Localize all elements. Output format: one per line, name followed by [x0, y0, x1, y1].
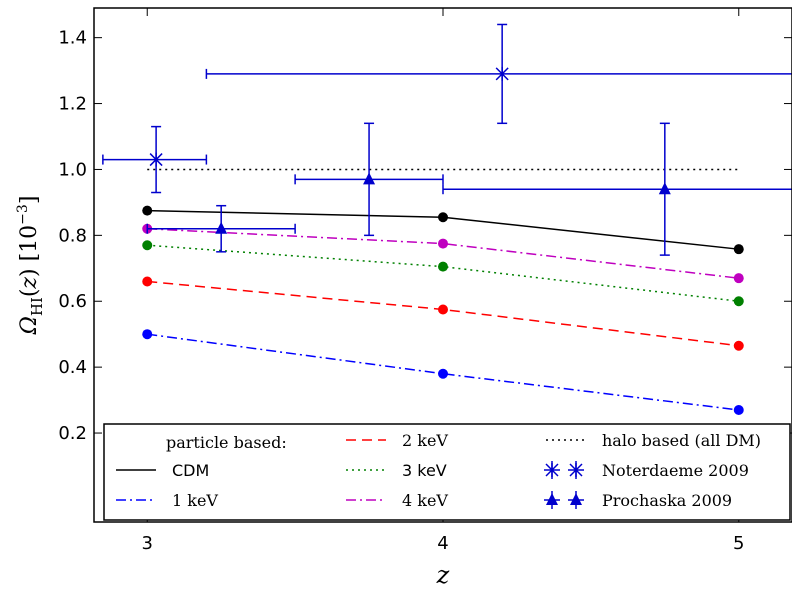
legend-box — [103, 423, 791, 521]
legend-prochaska-2009-label: Prochaska 2009 — [602, 491, 732, 510]
prochaska-2009-point-1-marker — [215, 221, 228, 234]
prochaska-2009-point-3-marker — [658, 182, 671, 195]
y-tick-label-1: 1.0 — [58, 159, 87, 180]
series-4-kev-point-2 — [438, 238, 448, 249]
series-2-kev-point-1 — [142, 276, 153, 287]
series-1-kev-point-1 — [142, 329, 153, 340]
legend-halo-based-all-dm--label: halo based (all DM) — [602, 431, 761, 450]
series-2-kev-point-2 — [438, 304, 448, 315]
series-4-kev-point-3 — [733, 273, 744, 284]
legend-cdm-label: CDM — [172, 461, 209, 480]
x-tick-label-3: 3 — [142, 533, 153, 554]
legend: particle based: CDM 1 keV 2 keV 3 keV 4 keV h… — [103, 423, 791, 521]
series-1-kev-point-3 — [733, 404, 744, 415]
series-2-kev-point-3 — [733, 340, 744, 351]
x-tick-label-5: 5 — [733, 533, 744, 554]
y-tick-label-0.6: 0.6 — [58, 291, 87, 312]
series-cdm-point-2 — [438, 212, 448, 223]
series-3-kev-line — [147, 244, 739, 302]
legend-entries: CDM 1 keV 2 keV 3 keV 4 keV halo based (all D… — [116, 431, 761, 510]
y-axis-label: ΩHI(z) [10−3] — [15, 196, 46, 336]
x-axis-label: z — [436, 561, 450, 589]
legend-2-kev-label: 2 keV — [402, 431, 448, 450]
legend-noterdaeme-2009-label: Noterdaeme 2009 — [602, 461, 749, 480]
legend-3-kev-label: 3 keV — [402, 461, 447, 480]
legend-header: particle based: — [166, 433, 287, 452]
y-tick-label-0.4: 0.4 — [58, 357, 87, 378]
series-3-kev-point-2 — [438, 261, 448, 272]
y-tick-label-0.2: 0.2 — [58, 423, 87, 444]
y-tick-label-1.4: 1.4 — [58, 28, 87, 49]
legend-prochaska-2009-marker-2 — [570, 493, 582, 505]
chart-marks — [102, 23, 792, 415]
legend-prochaska-2009-marker-1 — [546, 493, 558, 505]
plot-area — [102, 23, 792, 415]
series-4-kev-line — [147, 228, 739, 279]
noterdaeme-2009-point-1-marker — [149, 152, 163, 167]
series-1-kev-point-2 — [438, 368, 448, 379]
y-tick-label-0.8: 0.8 — [58, 225, 87, 246]
prochaska-2009-point-2-marker — [363, 172, 376, 185]
series-3-kev-point-1 — [142, 240, 153, 251]
series-3-kev-point-3 — [733, 296, 744, 307]
y-tick-label-1.2: 1.2 — [58, 94, 87, 115]
x-tick-label-4: 4 — [437, 533, 448, 554]
legend-1-kev-label: 1 keV — [172, 491, 218, 510]
axis-ticks: 3 4 5 0.2 0.4 0.6 0.8 1.0 1.2 1.4 — [58, 8, 792, 554]
legend-noterdaeme-2009-marker-2 — [569, 463, 583, 477]
legend-4-kev-label: 4 keV — [402, 491, 448, 510]
noterdaeme-2009-point-2-marker — [495, 66, 509, 81]
legend-noterdaeme-2009-marker-1 — [545, 463, 559, 477]
series-cdm-point-1 — [142, 205, 153, 216]
series-cdm-point-3 — [733, 244, 744, 255]
svg-text:ΩHI(z) [10−3]: ΩHI(z) [10−3] — [15, 196, 46, 336]
